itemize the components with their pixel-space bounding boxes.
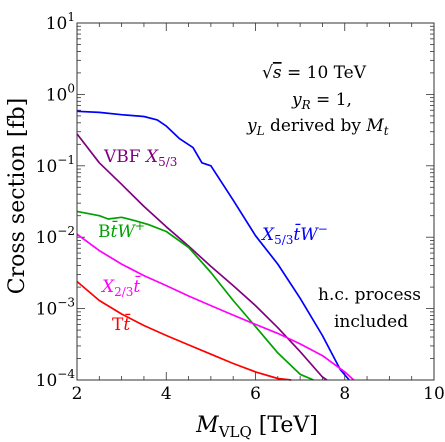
hc-annotation: h.c. process included [318,285,421,332]
curve-btw [76,210,314,381]
yr-annotation: yR = 1, [291,90,352,112]
y-tick-label: 100 [46,81,75,105]
y-tick-label: 101 [46,10,75,34]
curve-vbf-x53 [76,133,328,381]
y-tick-label: 10−2 [36,224,75,248]
series-label-vbf-x53: VBF X5/3 [103,147,177,169]
hc-line1: h.c. process [318,285,421,305]
curve-x23-t [76,233,355,381]
y-axis-title: Cross section [fb] [5,98,30,294]
curve-x53-tw [76,110,350,381]
curve-tt [76,280,292,381]
hc-line2: included [334,312,408,332]
series-curves [76,110,355,381]
yl-annotation: yL derived by Mt [246,116,389,138]
y-tick-label: 10−1 [36,153,75,177]
x-tick-label: 6 [250,384,261,404]
x-axis-title: MVLQ [TeV] [195,413,318,441]
plot-frame [76,22,435,381]
series-label-btw: Bt̄W+ [98,219,145,242]
y-tick-labels: 10−4 10−3 10−2 10−1 100 101 [36,10,76,391]
y-tick-label: 10−4 [36,367,76,391]
x-tick-label: 2 [72,384,83,404]
x-tick-label: 4 [161,384,172,404]
series-labels: X5/3t̄W− VBF X5/3 Bt̄W+ X2/3t̄ Tt̄ [98,147,328,335]
x-tick-labels: 2 4 6 8 10 [72,384,445,404]
energy-annotation: √s = 10 TeV [262,63,367,83]
x-tick-label: 10 [423,384,445,404]
series-label-tt: Tt̄ [112,312,131,335]
y-tick-label: 10−3 [36,296,75,320]
x-tick-label: 8 [339,384,350,404]
series-label-x23-t: X2/3t̄ [100,274,141,299]
parameter-annotation: √s = 10 TeV yR = 1, yL derived by Mt [246,63,389,138]
series-label-x53-tw: X5/3t̄W− [260,222,328,247]
